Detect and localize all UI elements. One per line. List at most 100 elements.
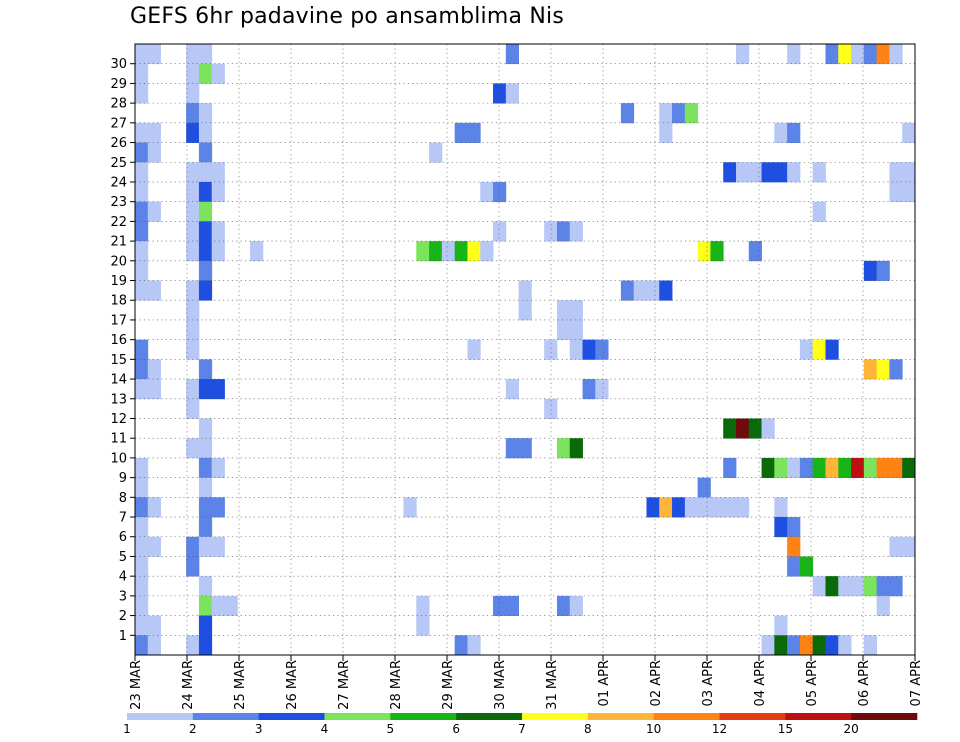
heatmap-cell xyxy=(799,457,814,479)
heatmap-cell xyxy=(518,300,532,321)
heatmap-cell xyxy=(505,595,520,616)
colorbar-swatch xyxy=(851,713,918,720)
heatmap-cell xyxy=(493,221,507,242)
heatmap-cell xyxy=(186,339,200,360)
heatmap-cell xyxy=(403,497,417,518)
x-tick-label: 23 MAR xyxy=(129,660,144,710)
heatmap-cell xyxy=(787,536,801,557)
heatmap-cell xyxy=(186,319,200,341)
heatmap-cell xyxy=(493,595,507,616)
chart-title: GEFS 6hr padavine po ansamblima Nis xyxy=(130,4,564,29)
heatmap-cell xyxy=(812,339,826,360)
colorbar-label: 5 xyxy=(387,722,395,736)
y-tick-label: 6 xyxy=(119,530,127,545)
heatmap-cell xyxy=(787,122,801,143)
y-tick-label: 11 xyxy=(110,432,127,447)
colorbar-label: 20 xyxy=(844,722,859,736)
heatmap-cell xyxy=(659,103,673,124)
y-tick-label: 14 xyxy=(110,373,127,388)
heatmap-cell xyxy=(825,44,839,65)
x-tick-label: 30 MAR xyxy=(493,660,508,710)
heatmap-cell xyxy=(838,457,852,479)
heatmap-cell xyxy=(198,122,213,143)
x-axis: 23 MAR 24 MAR 25 MAR 26 MAR 27 MAR 28 MAR 29 M… xyxy=(129,655,924,710)
heatmap-cell xyxy=(851,457,865,479)
heatmap-cell xyxy=(198,457,213,479)
colorbar-swatch xyxy=(653,713,720,720)
x-tick-label: 31 MAR xyxy=(545,660,560,710)
heatmap-cell xyxy=(723,457,737,479)
heatmap-cell xyxy=(851,576,865,597)
plot-frame xyxy=(134,43,916,656)
heatmap-cell xyxy=(211,241,225,262)
heatmap-cell xyxy=(518,280,532,301)
heatmap-cell xyxy=(902,122,916,143)
heatmap-cell xyxy=(135,181,149,203)
heatmap-cell xyxy=(825,457,839,479)
heatmap-cell xyxy=(198,44,213,65)
heatmap-cell xyxy=(735,44,750,65)
heatmap-cell xyxy=(902,181,916,203)
x-tick-label: 29 MAR xyxy=(441,660,456,710)
heatmap-cell xyxy=(787,635,801,656)
x-tick-label: 27 MAR xyxy=(337,660,352,710)
heatmap-cell xyxy=(876,260,890,281)
heatmap-cell xyxy=(135,477,149,498)
heatmap-cell xyxy=(787,162,801,183)
heatmap-cell xyxy=(198,536,213,557)
heatmap-cell xyxy=(556,595,571,616)
heatmap-cell xyxy=(198,280,213,301)
x-tick-label: 05 APR xyxy=(805,660,820,706)
heatmap-cell xyxy=(838,576,852,597)
heatmap-cell xyxy=(799,635,814,656)
colorbar-swatch xyxy=(785,713,852,720)
colorbar-swatch xyxy=(522,713,589,720)
colorbar-swatch xyxy=(390,713,457,720)
heatmap-cell xyxy=(863,359,878,380)
heatmap-cell xyxy=(198,615,213,636)
heatmap-cell xyxy=(186,300,200,321)
heatmap-cell xyxy=(147,497,161,518)
y-tick-label: 2 xyxy=(119,609,127,624)
heatmap-cell xyxy=(198,576,213,597)
heatmap-cell xyxy=(748,162,762,183)
heatmap-cell xyxy=(774,457,788,479)
heatmap-cell xyxy=(684,497,699,518)
heatmap-cell xyxy=(198,497,213,518)
heatmap-cell xyxy=(723,418,737,439)
heatmap-cell xyxy=(186,103,200,124)
heatmap-cell xyxy=(135,142,149,163)
heatmap-cell xyxy=(556,300,571,321)
heatmap-cell xyxy=(147,142,161,163)
heatmap-cell xyxy=(876,44,890,65)
heatmap-cell xyxy=(416,615,430,636)
heatmap-cell xyxy=(186,438,200,459)
heatmap-cell xyxy=(505,83,520,104)
heatmap-cell xyxy=(659,122,673,143)
x-tick-label: 26 MAR xyxy=(285,660,300,710)
heatmap-cell xyxy=(186,162,200,183)
heatmap-cell xyxy=(198,418,213,439)
heatmap-cell xyxy=(902,457,916,479)
heatmap-cell xyxy=(876,595,890,616)
y-tick-label: 24 xyxy=(110,175,127,190)
heatmap-cell xyxy=(723,497,737,518)
y-tick-label: 9 xyxy=(119,471,127,486)
heatmap-cell xyxy=(569,438,583,459)
heatmap-cell xyxy=(889,181,903,203)
colorbar-label: 15 xyxy=(778,722,793,736)
heatmap-cell xyxy=(198,241,213,262)
heatmap-cell xyxy=(198,260,213,281)
y-tick-label: 19 xyxy=(110,274,127,289)
heatmap-cell xyxy=(147,615,161,636)
heatmap-cell xyxy=(454,122,468,143)
heatmap-cell xyxy=(186,221,200,242)
heatmap-cell xyxy=(198,359,213,380)
heatmap-cell xyxy=(544,339,558,360)
heatmap-cell xyxy=(595,379,609,400)
heatmap-cell xyxy=(761,635,775,656)
heatmap-cell xyxy=(838,44,852,65)
heatmap-cell xyxy=(186,201,200,222)
heatmap-cell xyxy=(876,457,890,479)
heatmap-cell xyxy=(224,595,238,616)
